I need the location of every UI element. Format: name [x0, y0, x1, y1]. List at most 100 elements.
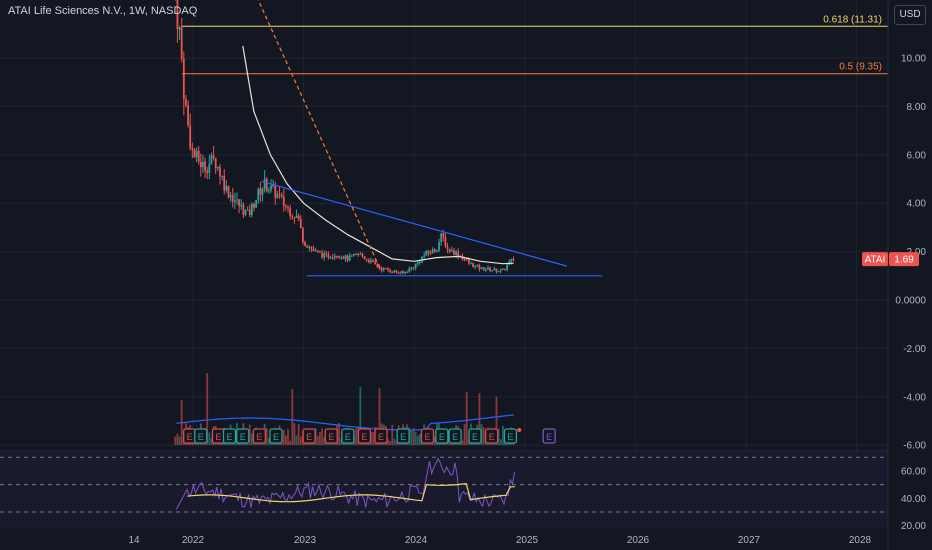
- candle-body: [416, 261, 419, 264]
- volume-bar: [463, 424, 466, 445]
- candle-body: [489, 267, 491, 271]
- candle-body: [299, 219, 302, 229]
- candle-body: [436, 250, 438, 252]
- rsi-ma-line: [187, 483, 515, 503]
- candle-body: [393, 270, 396, 273]
- earnings-marker-label: E: [328, 432, 334, 442]
- candle-body: [178, 27, 181, 30]
- candle-body: [321, 252, 323, 258]
- candle-body: [338, 256, 340, 258]
- rsi-axis-tick: 60.00: [901, 466, 926, 477]
- candle-body: [365, 259, 368, 261]
- candle-body: [212, 155, 215, 158]
- candle-body: [348, 255, 351, 261]
- candle-body: [380, 267, 383, 271]
- candle-body: [497, 271, 500, 273]
- candle-body: [202, 161, 204, 168]
- earnings-marker-label: E: [187, 432, 193, 442]
- candle-body: [408, 268, 411, 273]
- earnings-marker-label: E: [226, 432, 232, 442]
- dashed-trendline: [257, 0, 382, 272]
- earnings-marker-label: E: [215, 432, 221, 442]
- candle-body: [512, 259, 515, 261]
- candle-body: [510, 259, 513, 262]
- candle-body: [448, 249, 451, 252]
- volume-bar: [359, 386, 362, 445]
- candle-body: [431, 249, 434, 253]
- candle-body: [248, 209, 251, 215]
- candle-body: [401, 271, 404, 274]
- upper-trendline: [261, 180, 567, 267]
- earnings-marker-label: E: [273, 432, 279, 442]
- earnings-marker-label: E: [546, 432, 552, 442]
- volume-bar: [410, 430, 413, 445]
- candle-body: [208, 164, 211, 173]
- volume-bar: [206, 373, 209, 445]
- candle-body: [191, 147, 194, 150]
- earnings-marker-label: E: [439, 432, 445, 442]
- candle-body: [285, 205, 287, 208]
- candle-body: [221, 176, 223, 178]
- currency-button[interactable]: USD: [894, 5, 926, 25]
- volume-bar: [265, 427, 268, 445]
- time-axis-tick: 2027: [738, 535, 761, 546]
- candle-body: [316, 250, 319, 252]
- candle-body: [438, 242, 440, 251]
- candle-body: [342, 257, 345, 259]
- volume-bar: [267, 438, 270, 445]
- candle-body: [270, 185, 272, 191]
- rsi-pane: [0, 450, 932, 528]
- price-tag-symbol: ATAI: [865, 255, 886, 266]
- candle-body: [484, 269, 487, 271]
- volume-bar: [289, 440, 292, 445]
- candle-body: [323, 253, 326, 258]
- candle-body: [346, 255, 349, 261]
- rsi-axis-tick: 40.00: [901, 494, 926, 505]
- volume-bar: [416, 435, 419, 445]
- candle-body: [455, 251, 457, 255]
- earnings-marker: [396, 428, 410, 444]
- candle-body: [474, 265, 477, 268]
- candle-body: [453, 250, 455, 255]
- candle-body: [261, 189, 264, 195]
- fib-label: 0.618 (11.31): [823, 14, 882, 25]
- volume-bar: [319, 432, 321, 445]
- candle-body: [412, 267, 415, 269]
- candle-body: [397, 272, 400, 274]
- candle-body: [223, 176, 226, 191]
- time-axis-tick: 14: [128, 535, 140, 546]
- candle-body: [467, 259, 470, 264]
- price-tag-value: 1.69: [894, 255, 914, 266]
- candle-body: [180, 27, 183, 59]
- candle-body: [472, 263, 474, 268]
- volume-bar: [282, 429, 285, 445]
- volume-bar: [178, 436, 181, 445]
- candle-body: [361, 253, 364, 257]
- candle-body: [423, 255, 426, 257]
- candle-body: [370, 260, 372, 263]
- candle-body: [289, 208, 292, 217]
- candle-body: [482, 267, 485, 271]
- candle-body: [229, 195, 232, 198]
- candle-body: [336, 255, 338, 257]
- candle-body: [433, 249, 436, 252]
- volume-bar: [414, 431, 417, 445]
- candle-body: [233, 200, 236, 202]
- candle-body: [255, 200, 258, 208]
- earnings-marker-label: E: [400, 432, 406, 442]
- candle-body: [250, 203, 253, 215]
- volume-bar: [499, 439, 502, 445]
- candle-body: [308, 247, 311, 249]
- candle-body: [444, 237, 447, 247]
- candle-body: [331, 257, 334, 259]
- earnings-marker: [324, 428, 338, 444]
- candle-body: [225, 186, 228, 191]
- price-axis-background: [888, 0, 932, 550]
- earnings-marker: [222, 428, 237, 444]
- volume-bar: [395, 440, 398, 445]
- candle-body: [478, 265, 481, 270]
- candle-body: [240, 204, 243, 206]
- earnings-marker-label: E: [424, 432, 430, 442]
